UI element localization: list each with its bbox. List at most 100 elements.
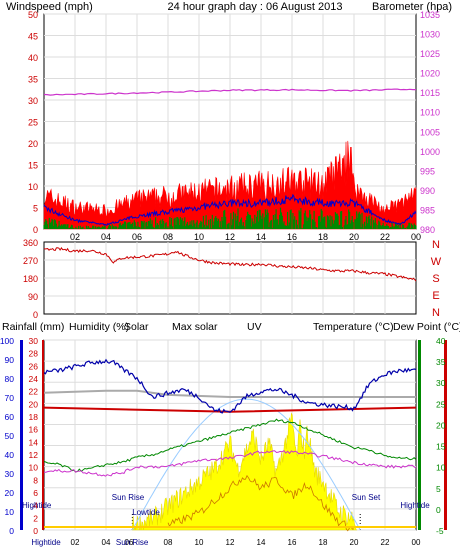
direction-grid [44,242,416,314]
rain-tick: 40 [5,450,15,460]
wind-x-tick: 12 [225,232,235,242]
direction-tick: 360 [23,238,38,248]
humidity-tick: 8 [33,475,38,485]
humidity-tick: 26 [29,361,39,371]
direction-ticks: 360 270 180 90 0 [23,238,38,320]
solar-label: Solar [124,321,149,333]
temperature-tick: 35 [436,357,446,367]
humidity-series [43,358,417,414]
temperature-tick: 25 [436,399,446,409]
rain-tick: 60 [5,412,15,422]
wind-x-tick: 18 [318,232,328,242]
temp-x-tick: Sun Rise [116,538,149,547]
temp-x-tick: 22 [381,538,390,547]
windspeed-tick: 20 [28,139,38,149]
wind-x-tick: 00 [411,232,421,242]
barometer-tick: 985 [420,205,435,215]
dewpoint-label: Dew Point (°C) [393,321,460,333]
humidity-tick: 10 [29,463,39,473]
humidity-tick: 30 [29,336,39,346]
barometer-tick: 995 [420,166,435,176]
temp-x-tick: 02 [71,538,80,547]
humidity-tick: 28 [29,349,39,359]
rain-tick: 50 [5,431,15,441]
humidity-tick: 12 [29,450,39,460]
rainfall-label: Rainfall (mm) [2,321,64,333]
humidity-tick: 22 [29,387,39,397]
tide-sun-annotation: Sun Set [352,493,381,502]
grey-series [43,389,416,398]
temperature-tick: 30 [436,378,446,388]
barometer-tick: 990 [420,186,435,196]
compass-tick: E [432,290,439,302]
compass-tick: W [431,256,442,268]
temp-x-tick: 08 [164,538,173,547]
tide-sun-annotation: Lowtide [132,508,160,517]
barometer-tick: 980 [420,225,435,235]
temperature-tick: 20 [436,420,446,430]
direction-tick: 180 [23,274,38,284]
direction-tick: 270 [23,256,38,266]
temp-x-tick: 12 [226,538,235,547]
barometer-tick: 1010 [420,108,440,118]
temp-x-tick: 10 [195,538,204,547]
page-title: 24 hour graph day : 06 August 2013 [168,1,343,13]
direction-tick: 90 [28,292,38,302]
barometer-tick: 1000 [420,147,440,157]
temp-series [43,358,417,532]
dewpoint-series [43,450,417,477]
humidity-tick: 2 [33,513,38,523]
temp-x-tick: 00 [412,538,421,547]
wind-x-tick: 20 [349,232,359,242]
compass-tick: S [432,273,439,285]
barometer-tick: 1025 [420,49,440,59]
wind-x-tick: 14 [256,232,266,242]
windspeed-tick: 45 [28,32,38,42]
rain-tick: 10 [5,507,15,517]
temp-x-tick: Hightide [31,538,61,547]
temp-x-tick: 06 [125,538,134,547]
temp-ticks: 1009080706050403020100302826242220181614… [0,336,447,536]
temp-axis-bar [418,340,421,530]
rain-tick: 0 [9,526,14,536]
humidity-tick: 16 [29,425,39,435]
humidity-tick: 18 [29,412,39,422]
temp-x-tick: 14 [257,538,266,547]
rain-tick: 100 [0,336,14,346]
wind-series [43,88,417,230]
tide-sun-annotation: Hightide [22,501,52,510]
wind-x-tick: 10 [194,232,204,242]
tide-sun-annotation: Hightide [400,501,430,510]
humidity-tick: 6 [33,488,38,498]
wind-x-tick: 08 [163,232,173,242]
humidity-tick: 14 [29,437,39,447]
solar-series [132,412,358,531]
wind-x-tick: 04 [101,232,111,242]
temp-x-tick: 18 [319,538,328,547]
barometer-tick: 1020 [420,69,440,79]
windspeed-green-series [43,207,417,229]
windspeed-tick: 40 [28,53,38,63]
humidity-label: Humidity (%) [69,321,129,333]
windspeed-tick: 0 [33,225,38,235]
temperature-tick: 40 [436,336,446,346]
windspeed-tick: 35 [28,75,38,85]
wind-x-tick: 02 [70,232,80,242]
temperature-tick: 5 [436,484,441,494]
windspeed-tick: 10 [28,182,38,192]
windspeed-avg-series [43,193,417,226]
windspeed-axis-label: Windspeed (mph) [6,1,93,13]
rain-tick: 80 [5,374,15,384]
temperature-tick: 0 [436,505,441,515]
wind-x-tick: 16 [287,232,297,242]
tide-sun-annotation: Sun Rise [112,493,145,502]
humidity-tick: 4 [33,501,38,511]
humidity-tick: 24 [29,374,39,384]
temp-x-tick: 20 [350,538,359,547]
rain-tick: 20 [5,488,15,498]
temperature-series [43,418,417,473]
